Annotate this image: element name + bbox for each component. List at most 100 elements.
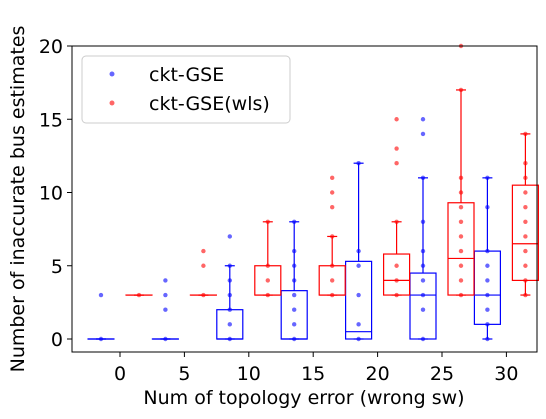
x-tick-label: 20 [366,363,390,385]
box-gse-30 [473,175,501,342]
data-point [420,307,426,312]
plot-area [87,43,540,342]
data-point [265,292,270,298]
box-iqr [345,260,373,340]
data-point [523,175,528,181]
data-point [394,146,399,151]
data-point [458,87,464,93]
data-point [420,263,426,268]
data-point [523,131,528,137]
data-point [163,278,168,283]
x-axis-label: Num of topology error (wrong sw) [143,387,464,409]
data-point [265,263,270,268]
legend-marker-ckt-gse [109,71,115,77]
box-iqr [280,290,308,340]
data-point [485,322,490,327]
data-point [292,322,297,327]
data-point [227,278,232,283]
data-point [420,292,426,298]
legend: ckt-GSE ckt-GSE(wls) [81,55,291,124]
data-point [485,336,490,342]
box-wls-10 [254,219,282,298]
data-point [330,292,335,298]
data-point [523,204,528,210]
y-tick-label: 10 [39,183,63,205]
data-point [523,248,528,254]
y-tick-label: 20 [39,36,63,58]
data-point [265,278,270,283]
data-point [201,248,206,254]
data-point [330,175,335,181]
y-axis: 0 5 10 15 20 [39,36,72,351]
data-point [292,248,297,254]
plot-frame [71,45,538,353]
data-point [292,278,297,283]
data-point [356,248,361,254]
data-point [330,278,335,283]
data-point [394,117,399,122]
data-point [394,292,399,298]
legend-label-ckt-gse-wls: ckt-GSE(wls) [149,93,270,115]
data-point [420,219,426,224]
box-wls-15 [318,175,346,298]
data-point [201,263,206,268]
data-point [485,248,490,254]
data-point [523,292,528,298]
data-point [227,292,232,298]
data-point [330,190,335,195]
box-wls-30 [511,131,540,298]
data-point [394,219,399,224]
box-wls-5 [189,248,217,298]
x-tick-label: 25 [430,363,454,385]
data-point [485,292,490,298]
data-point [292,336,297,342]
data-point [163,336,168,342]
data-point [330,234,335,239]
data-point [523,263,528,268]
data-point [394,161,399,166]
box-wls-0 [125,292,153,298]
box-iqr [473,250,501,325]
data-point [485,175,490,181]
x-tick-label: 15 [301,363,325,385]
data-point [356,336,361,342]
data-point [458,219,464,224]
box-wls-25 [447,43,475,298]
box-gse-5 [151,278,179,342]
data-point [420,131,426,137]
data-point [98,292,104,298]
x-tick-label: 30 [494,363,518,385]
data-point [458,248,464,254]
data-point [523,190,528,195]
data-point [265,219,270,224]
data-point [420,248,426,254]
data-point [420,175,426,181]
box-iqr [409,272,437,340]
y-tick-label: 15 [39,109,63,131]
data-point [458,190,464,195]
box-iqr [383,253,411,296]
data-point [163,307,168,312]
data-point [485,263,490,268]
x-tick-label: 5 [178,363,190,385]
data-point [356,263,361,268]
data-point [201,292,206,298]
data-point [420,117,426,122]
x-tick-label: 0 [114,363,126,385]
data-point [485,204,490,210]
data-point [485,278,490,283]
box-gse-15 [280,219,308,342]
data-point [292,263,297,268]
data-point [136,292,142,298]
data-point [227,263,232,268]
data-point [458,263,464,268]
data-point [330,263,335,268]
data-point [98,336,104,342]
data-point [458,292,464,298]
data-point [485,307,490,312]
data-point [227,307,232,312]
data-point [394,278,399,283]
data-point [523,161,528,166]
data-point [458,175,464,181]
